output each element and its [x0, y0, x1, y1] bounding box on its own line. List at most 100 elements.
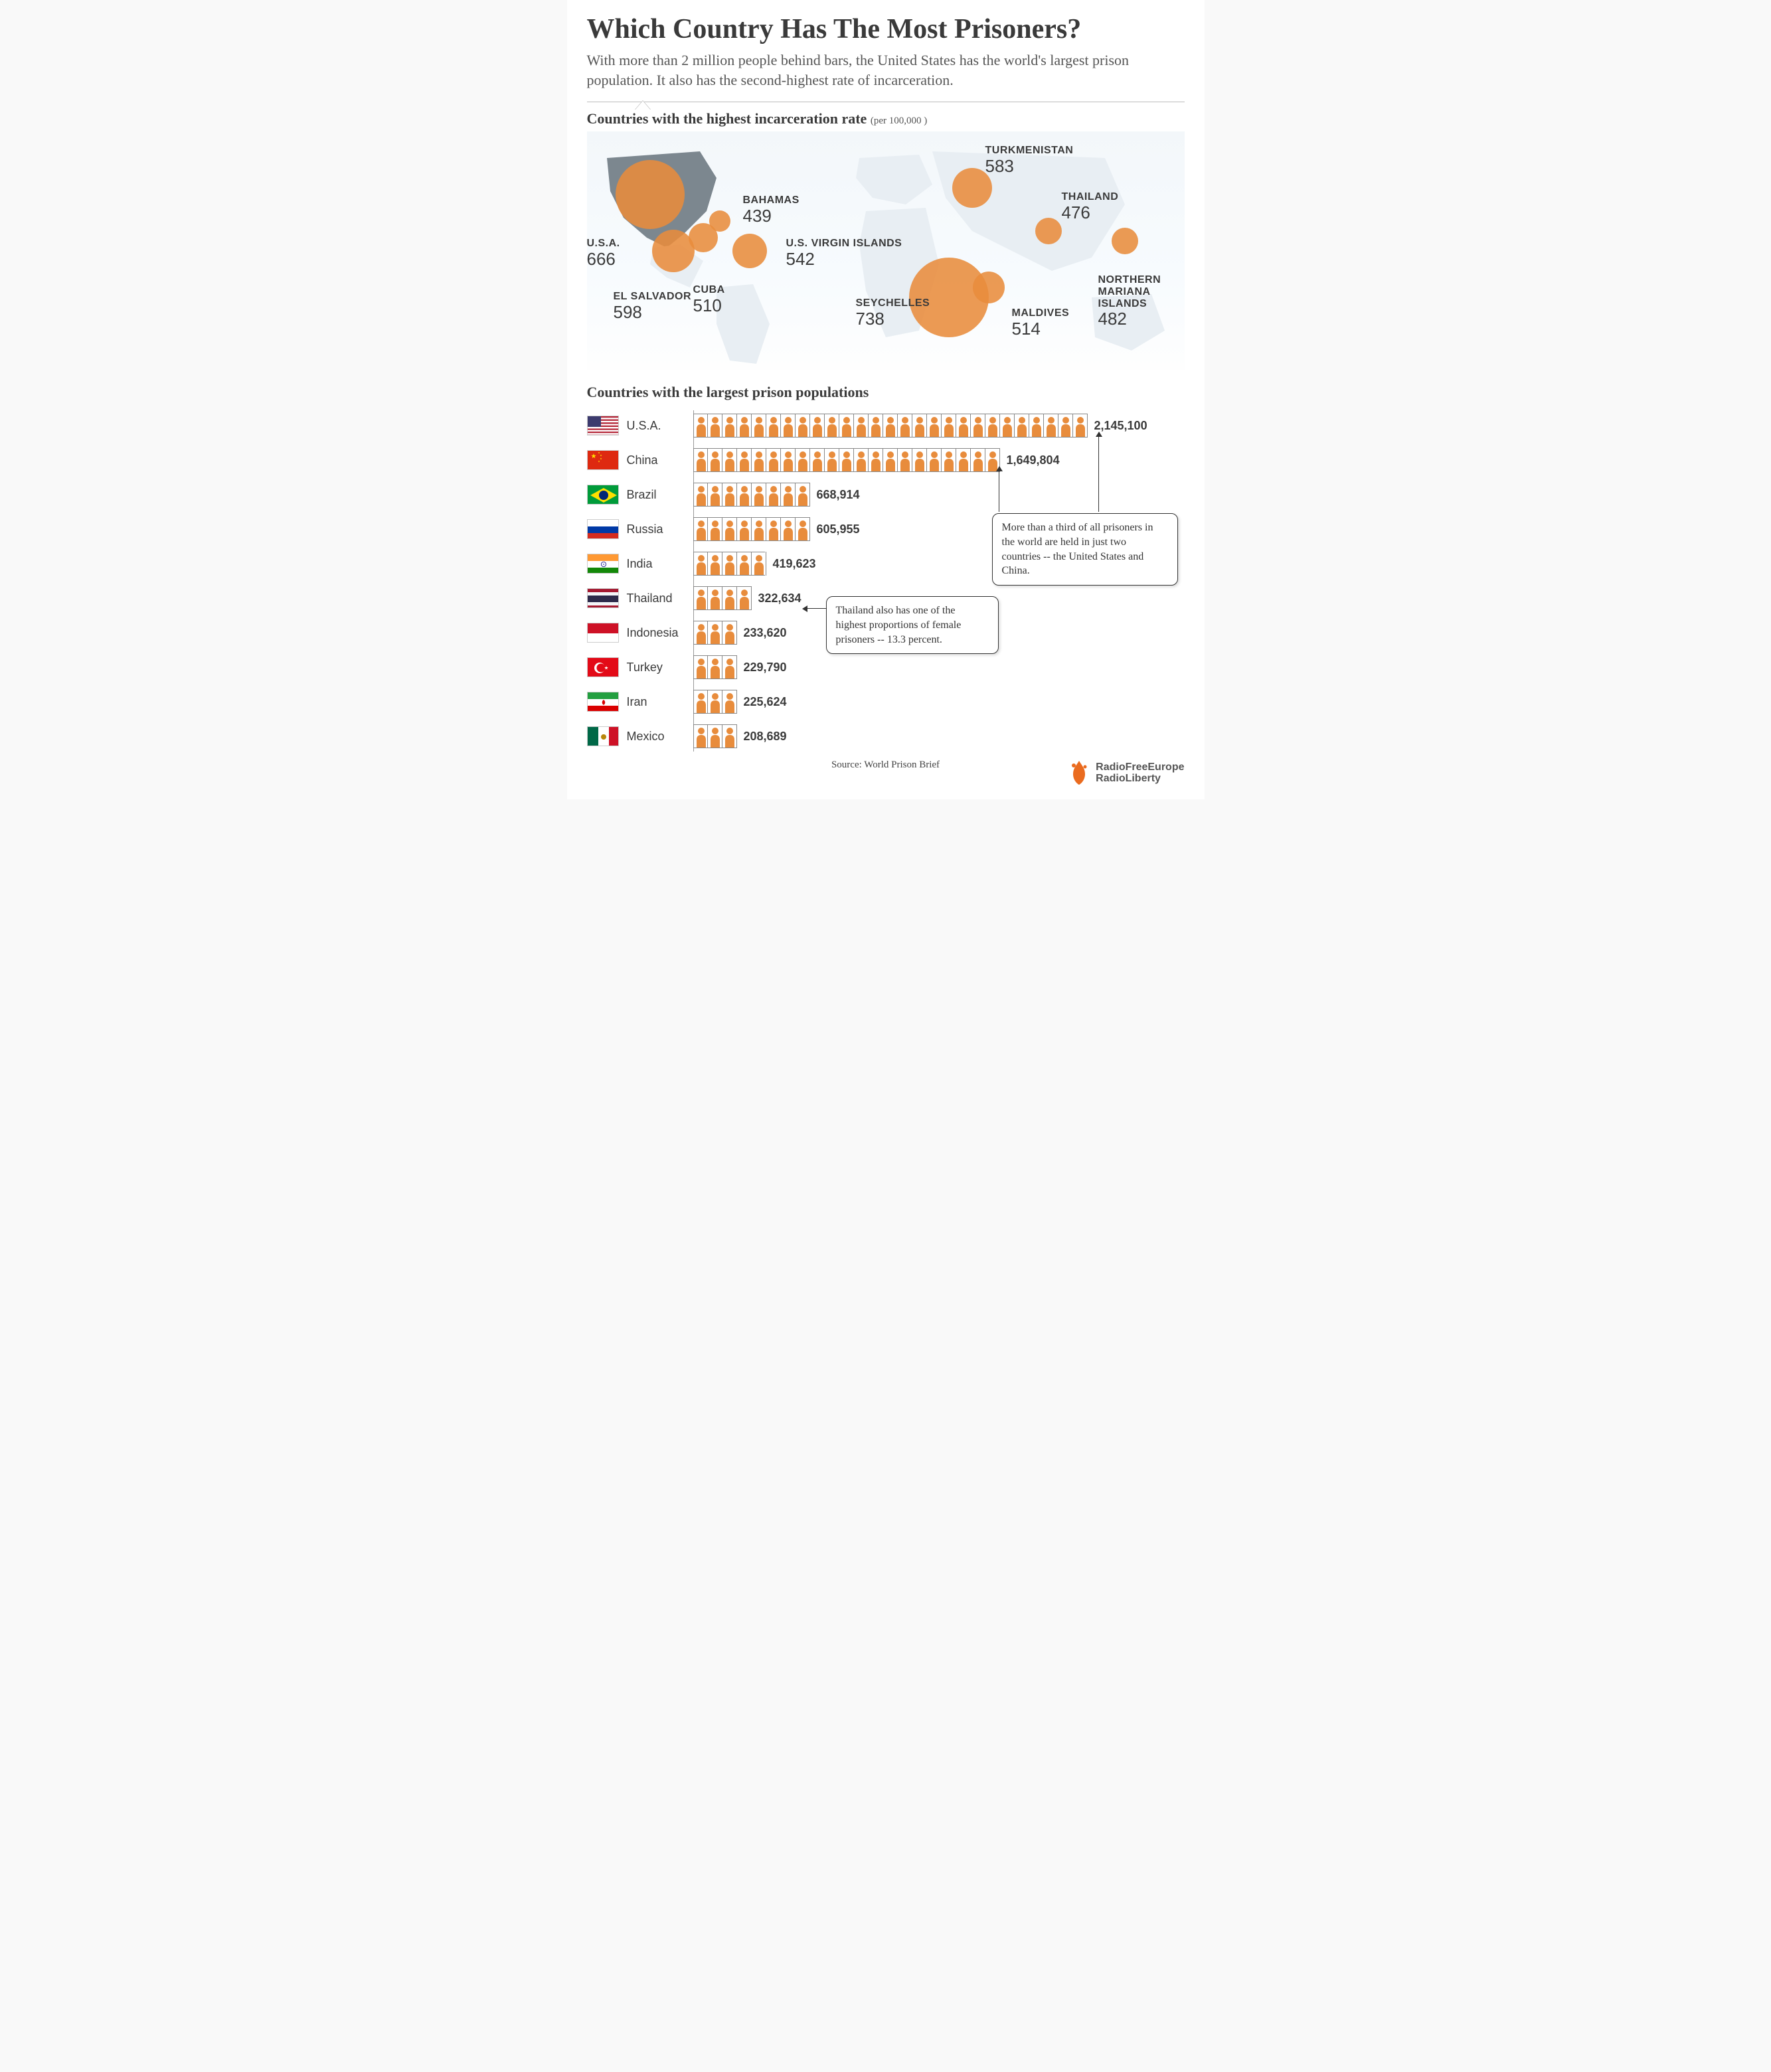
map-country-value: 439 — [743, 206, 800, 226]
prison-bar — [693, 414, 1088, 438]
prisoner-icon — [985, 414, 999, 438]
prisoner-icon — [707, 586, 722, 610]
bar-value: 225,624 — [744, 695, 787, 709]
table-row: Iran225,624 — [587, 686, 1185, 717]
country-label: Brazil — [627, 488, 693, 502]
prisoner-icon — [883, 414, 897, 438]
prison-bar — [693, 621, 737, 645]
prisoner-icon — [780, 517, 795, 541]
map-country-name: BAHAMAS — [743, 195, 800, 206]
prisoner-icon — [912, 414, 926, 438]
prisoner-icon — [693, 621, 708, 645]
population-title: Countries with the largest prison popula… — [587, 384, 1185, 401]
prisoner-icon — [707, 655, 722, 679]
map-label-turkmenistan: TURKMENISTAN583 — [985, 145, 1074, 175]
logo-text: RadioFreeEurope RadioLiberty — [1096, 761, 1184, 785]
prisoner-icon — [853, 448, 868, 472]
map-country-name: TURKMENISTAN — [985, 145, 1074, 157]
prisoner-icon — [839, 448, 853, 472]
flag-india — [587, 554, 619, 574]
country-label: India — [627, 557, 693, 571]
prisoner-icon — [970, 448, 985, 472]
prisoner-icon — [766, 448, 780, 472]
prisoner-icon — [736, 517, 751, 541]
map-label-usa: U.S.A.666 — [587, 238, 620, 268]
bar-value: 229,790 — [744, 661, 787, 675]
prisoner-icon — [1058, 414, 1072, 438]
flag-turkey — [587, 657, 619, 677]
prisoner-icon — [722, 483, 736, 507]
prisoner-icon — [736, 552, 751, 576]
table-row: Mexico208,689 — [587, 721, 1185, 752]
callout-us-china: More than a third of all prisoners in th… — [992, 513, 1178, 585]
prisoner-icon — [722, 517, 736, 541]
prisoner-icon — [766, 483, 780, 507]
map-label-thailand: THAILAND476 — [1062, 191, 1119, 222]
bar-value: 668,914 — [817, 488, 860, 502]
bar-value: 233,620 — [744, 626, 787, 640]
population-section: Countries with the largest prison popula… — [587, 384, 1185, 752]
country-label: Indonesia — [627, 626, 693, 640]
prisoner-icon — [736, 483, 751, 507]
map-country-name: U.S.A. — [587, 238, 620, 250]
map-country-value: 476 — [1062, 203, 1119, 222]
prisoner-icon — [766, 414, 780, 438]
rferl-logo: RadioFreeEurope RadioLiberty — [1068, 759, 1184, 786]
table-row: Brazil 668,914 — [587, 479, 1185, 510]
map-country-value: 514 — [1012, 319, 1070, 339]
world-map: U.S.A.666 EL SALVADOR598CUBA510 BAHAMAS439… — [587, 131, 1185, 370]
prisoner-icon — [780, 414, 795, 438]
prisoner-icon — [751, 517, 766, 541]
prison-bar — [693, 690, 737, 714]
logo-line2: RadioLiberty — [1096, 773, 1184, 785]
map-country-name: EL SALVADOR — [614, 291, 692, 303]
bubble-nmi — [1112, 228, 1138, 254]
bubble-maldives — [973, 272, 1005, 303]
prisoner-icon — [956, 414, 970, 438]
flag-iran — [587, 692, 619, 712]
country-label: U.S.A. — [627, 419, 693, 433]
map-label-seychelles: SEYCHELLES738 — [856, 297, 930, 328]
prisoner-icon — [941, 414, 956, 438]
prisoner-icon — [1029, 414, 1043, 438]
flag-mexico — [587, 726, 619, 746]
prisoner-icon — [970, 414, 985, 438]
map-label-cuba: CUBA510 — [693, 284, 725, 315]
prisoner-icon — [707, 552, 722, 576]
prisoner-icon — [897, 414, 912, 438]
flag-brazil — [587, 485, 619, 505]
prisoner-icon — [722, 552, 736, 576]
bar-wrap: 208,689 — [693, 724, 1185, 748]
bubble-usvi — [732, 234, 767, 268]
prisoner-icon — [868, 414, 883, 438]
prisoner-icon — [766, 517, 780, 541]
bar-value: 2,145,100 — [1094, 419, 1147, 433]
map-title-text: Countries with the highest incarceration… — [587, 110, 867, 127]
prisoner-icon — [722, 414, 736, 438]
prisoner-icon — [897, 448, 912, 472]
flag-russia — [587, 519, 619, 539]
callout-thailand: Thailand also has one of the highest pro… — [826, 596, 999, 654]
prison-bar — [693, 586, 752, 610]
prisoner-icon — [795, 483, 809, 507]
prisoner-icon — [693, 690, 708, 714]
prison-bar — [693, 517, 810, 541]
prisoner-icon — [707, 517, 722, 541]
prisoner-icon — [780, 483, 795, 507]
prisoner-icon — [693, 517, 708, 541]
prisoner-icon — [722, 655, 736, 679]
prisoner-icon — [693, 483, 708, 507]
table-row: U.S.A. 2,145,100 — [587, 410, 1185, 441]
map-country-value: 542 — [786, 250, 902, 269]
prisoner-icon — [868, 448, 883, 472]
prisoner-icon — [956, 448, 970, 472]
map-label-usvi: U.S. VIRGIN ISLANDS542 — [786, 238, 902, 268]
prison-bar — [693, 724, 737, 748]
map-country-value: 598 — [614, 303, 692, 322]
table-row: Turkey229,790 — [587, 652, 1185, 682]
map-label-bahamas: BAHAMAS439 — [743, 195, 800, 225]
arrow-icon — [806, 608, 826, 609]
table-row: China1,649,804 — [587, 445, 1185, 475]
prisoner-icon — [795, 414, 809, 438]
prisoner-icon — [722, 448, 736, 472]
